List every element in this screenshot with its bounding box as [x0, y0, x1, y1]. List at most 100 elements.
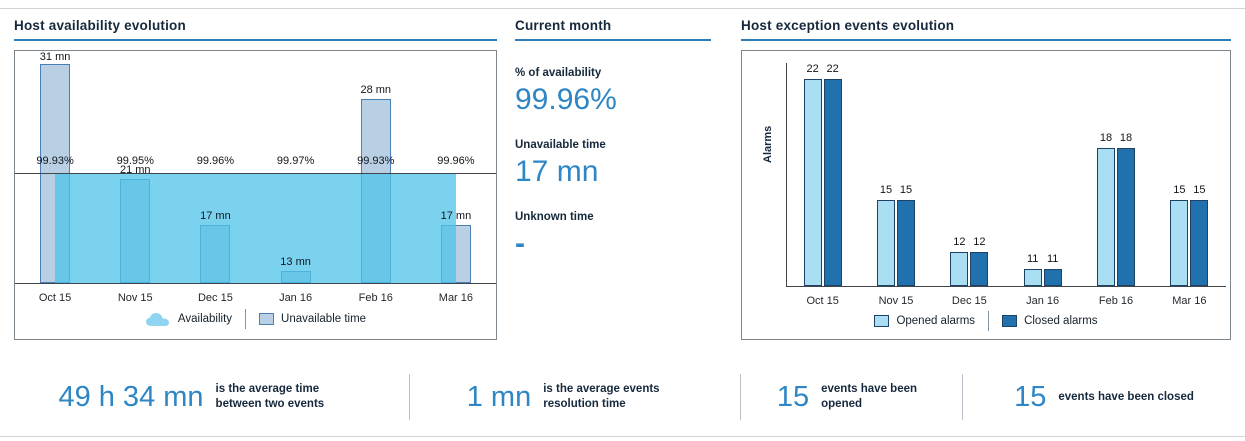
footer-stats-row: 49 h 34 mn is the average time between t… — [0, 366, 1245, 428]
stat-avg-resolution-time: 1 mn is the average events resolution ti… — [410, 366, 740, 428]
availability-x-axis-line — [15, 283, 496, 284]
closed-alarms-swatch-icon — [1002, 315, 1018, 327]
closed-alarms-value-label: 12 — [973, 236, 986, 248]
availability-percent-point-label: 99.96% — [437, 155, 475, 167]
unavailable-time-value-label: 17 mn — [440, 210, 472, 222]
availability-chart-plot: 31 mn 99.93% Oct 15 21 mn 99.95% Nov 15 17 mn 9… — [15, 51, 496, 339]
unknown-time-value: - — [515, 227, 525, 260]
unavailable-time-caption: Unavailable time — [515, 139, 606, 151]
x-axis-month-label: Oct 15 — [806, 295, 839, 307]
availability-chart: 31 mn 99.93% Oct 15 21 mn 99.95% Nov 15 17 mn 9… — [14, 50, 497, 340]
availability-legend: Availability Unavailable time — [15, 309, 496, 329]
stat-label: is the average events resolution time — [543, 383, 660, 410]
x-axis-month-label: Feb 16 — [1098, 295, 1134, 307]
closed-alarms-bar — [1117, 148, 1135, 286]
availability-panel-title: Host availability evolution — [14, 18, 497, 41]
opened-alarms-value-label: 11 — [1026, 253, 1039, 265]
opened-alarms-swatch-icon — [874, 315, 890, 327]
stat-value: 15 — [1014, 380, 1047, 413]
unknown-time-caption: Unknown time — [515, 211, 594, 223]
stat-label: is the average time between two events — [215, 383, 325, 410]
availability-percent-point-label: 99.95% — [116, 155, 154, 167]
unavailable-time-value: 17 mn — [515, 155, 599, 188]
legend-divider — [245, 309, 247, 329]
exception-chart-plot: 22 22 Oct 15 15 15 Nov 15 12 12 Dec 15 11 11 Jan 16… — [742, 51, 1230, 339]
top-divider-line — [0, 8, 1245, 9]
availability-percent-point-label: 99.96% — [196, 155, 235, 167]
closed-alarms-bar — [970, 252, 989, 286]
closed-alarms-value-label: 18 — [1119, 132, 1133, 144]
x-axis-month-label: Mar 16 — [438, 292, 474, 304]
opened-alarms-value-label: 15 — [879, 184, 893, 196]
x-axis-month-label: Nov 15 — [878, 295, 914, 307]
opened-alarms-bar — [1097, 148, 1115, 286]
closed-alarms-bar — [823, 79, 842, 286]
opened-alarms-value-label: 15 — [1173, 184, 1186, 196]
legend-item-availability: Availability — [145, 312, 232, 327]
current-month-title: Current month — [515, 18, 711, 41]
opened-alarms-value-label: 18 — [1099, 132, 1113, 144]
exception-events-chart: Alarms 22 22 Oct 15 15 15 Nov 15 12 12 Dec 15 11 1… — [741, 50, 1231, 340]
unavailable-time-value-label: 31 mn — [39, 51, 71, 63]
legend-item-unavailable-time: Unavailable time — [259, 313, 366, 325]
availability-percent-caption: % of availability — [515, 67, 602, 79]
opened-alarms-value-label: 12 — [953, 236, 966, 248]
availability-percent-point-label: 99.97% — [276, 155, 315, 167]
opened-alarms-bar — [950, 252, 969, 286]
footer-divider — [962, 374, 963, 420]
unavailable-time-value-label: 21 mn — [119, 164, 151, 176]
opened-alarms-value-label: 22 — [806, 63, 819, 75]
exception-events-panel: Host exception events evolution Alarms 2… — [741, 18, 1231, 340]
unavailable-time-value-label: 17 mn — [200, 210, 231, 222]
cloud-icon — [145, 312, 169, 326]
availability-reference-line — [15, 173, 496, 174]
availability-percent-point-label: 99.93% — [357, 155, 395, 167]
x-axis-month-label: Feb 16 — [358, 292, 393, 304]
x-axis-month-label: Dec 15 — [197, 292, 233, 304]
unavailable-time-swatch-icon — [259, 313, 275, 325]
closed-alarms-value-label: 15 — [899, 184, 913, 196]
alarms-axis-label: Alarms — [762, 125, 774, 163]
stat-value: 15 — [776, 380, 810, 413]
x-axis-month-label: Jan 16 — [279, 292, 313, 304]
legend-availability-label: Availability — [177, 313, 233, 325]
opened-alarms-bar — [1170, 200, 1189, 286]
legend-item-closed-alarms: Closed alarms — [1002, 315, 1098, 327]
closed-alarms-bar — [1043, 269, 1062, 286]
availability-area — [55, 173, 456, 283]
opened-alarms-bar — [803, 79, 822, 286]
availability-percent-value: 99.96% — [515, 83, 617, 116]
closed-alarms-value-label: 11 — [1046, 253, 1059, 265]
unavailable-time-value-label: 13 mn — [280, 256, 311, 268]
opened-alarms-bar — [877, 200, 895, 286]
stat-events-closed: 15 events have been closed — [963, 366, 1245, 428]
closed-alarms-value-label: 22 — [826, 63, 839, 75]
stat-events-opened: 15 events have been opened — [741, 366, 962, 428]
legend-closed-alarms-label: Closed alarms — [1024, 315, 1098, 327]
exception-events-panel-title: Host exception events evolution — [741, 18, 1231, 41]
x-axis-month-label: Dec 15 — [951, 295, 987, 307]
legend-opened-alarms-label: Opened alarms — [896, 315, 976, 327]
footer-divider — [740, 374, 741, 420]
closed-alarms-bar — [897, 200, 915, 286]
legend-unavailable-label: Unavailable time — [281, 313, 367, 325]
unavailable-time-value-label: 28 mn — [360, 84, 392, 96]
current-month-panel: Current month % of availability 99.96% U… — [515, 18, 711, 261]
alarms-y-axis-line — [786, 63, 787, 286]
opened-alarms-bar — [1023, 269, 1042, 286]
availability-panel: Host availability evolution 31 mn 99.93% O… — [14, 18, 497, 340]
x-axis-month-label: Oct 15 — [38, 292, 72, 304]
legend-divider — [988, 311, 990, 331]
stat-avg-time-between-events: 49 h 34 mn is the average time between t… — [0, 366, 409, 428]
stat-label: events have been closed — [1058, 390, 1194, 403]
availability-percent-point-label: 99.93% — [36, 155, 74, 167]
alarms-x-axis-line — [786, 286, 1226, 287]
x-axis-month-label: Mar 16 — [1172, 295, 1207, 307]
footer-divider — [409, 374, 410, 420]
closed-alarms-bar — [1190, 200, 1209, 286]
x-axis-month-label: Nov 15 — [117, 292, 153, 304]
x-axis-month-label: Jan 16 — [1026, 295, 1060, 307]
legend-item-opened-alarms: Opened alarms — [874, 315, 975, 327]
stat-value: 1 mn — [466, 380, 532, 413]
